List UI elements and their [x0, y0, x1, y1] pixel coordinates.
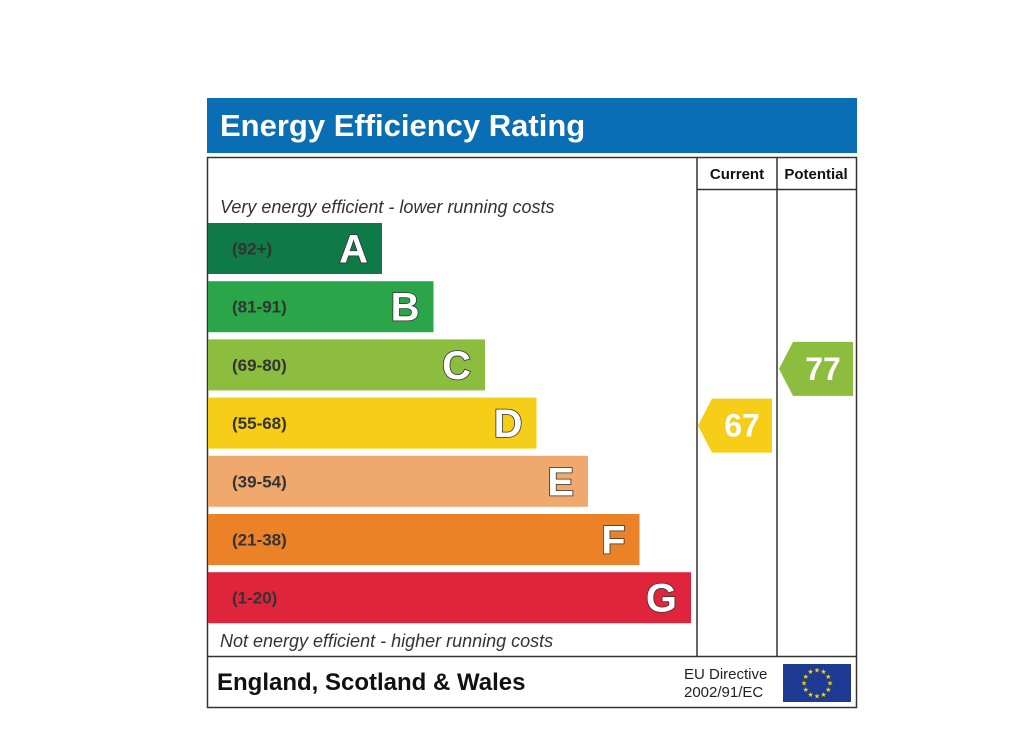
eu-star: ★ — [825, 686, 831, 694]
current-rating-arrow — [698, 398, 772, 453]
rating-bands: (92+) A (81-91) B (69-80) C (55-68) D (39-54) E (2… — [208, 223, 691, 624]
eu-star: ★ — [825, 673, 831, 681]
eu-star: ★ — [807, 691, 813, 699]
eu-star: ★ — [803, 673, 809, 681]
eu-star: ★ — [814, 693, 820, 701]
potential-rating-value: 77 — [805, 351, 841, 387]
potential-column-header: Potential — [784, 166, 847, 183]
eu-star: ★ — [807, 668, 813, 676]
rating-arrows: 67 77 — [698, 341, 853, 453]
band-range-f: (21-38) — [232, 531, 287, 550]
eu-star: ★ — [827, 680, 833, 688]
current-rating-value: 67 — [724, 408, 760, 444]
region-label: England, Scotland & Wales — [217, 669, 525, 696]
band-letter-b: B — [391, 286, 420, 330]
band-bar-e — [208, 455, 588, 507]
directive-line1: EU Directive — [684, 666, 767, 683]
band-letter-f: F — [601, 519, 625, 563]
title-bar — [207, 98, 857, 153]
band-range-a: (92+) — [232, 240, 272, 259]
band-bar-f — [208, 514, 640, 565]
band-bar-b — [208, 281, 434, 333]
band-range-e: (39-54) — [232, 472, 287, 491]
eu-star: ★ — [820, 668, 826, 676]
eu-star: ★ — [801, 680, 807, 688]
directive-line2: 2002/91/EC — [684, 684, 763, 701]
eu-star: ★ — [803, 686, 809, 694]
eu-star: ★ — [820, 691, 826, 699]
current-column-header: Current — [710, 166, 764, 183]
potential-rating-arrow — [779, 341, 853, 396]
band-letter-e: E — [547, 460, 574, 504]
band-letter-a: A — [339, 228, 368, 272]
band-bar-g — [208, 572, 691, 624]
band-bar-d — [208, 397, 537, 449]
band-letter-c: C — [442, 344, 471, 388]
top-note: Very energy efficient - lower running co… — [220, 197, 555, 217]
band-range-g: (1-20) — [232, 589, 277, 608]
bottom-note: Not energy efficient - higher running co… — [220, 631, 553, 651]
band-bar-a — [208, 223, 382, 274]
band-bar-c — [208, 339, 485, 391]
chart-title: Energy Efficiency Rating — [220, 108, 585, 143]
band-letter-d: D — [494, 402, 523, 446]
band-letter-g: G — [646, 577, 677, 621]
eu-flag-icon: ★ ★★★★★★★★★★★ — [783, 664, 851, 702]
band-range-d: (55-68) — [232, 414, 287, 433]
band-range-c: (69-80) — [232, 356, 287, 375]
eu-star: ★ — [814, 667, 820, 675]
band-range-b: (81-91) — [232, 298, 287, 317]
